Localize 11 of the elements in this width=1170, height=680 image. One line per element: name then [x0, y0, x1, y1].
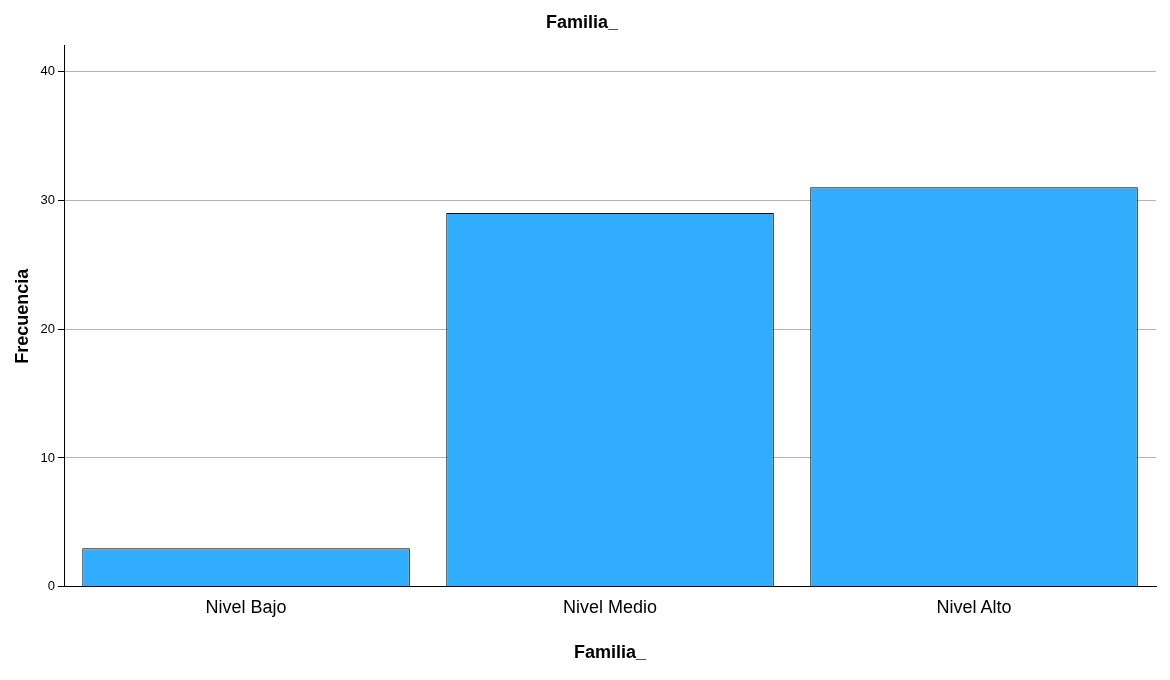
x-axis-title: Familia_ [574, 642, 648, 663]
y-tick-label: 40 [40, 62, 56, 78]
y-tick-label: 10 [40, 449, 56, 465]
y-axis-title: Frecuencia [11, 267, 32, 364]
x-tick-label: Nivel Medio [563, 596, 658, 617]
y-tick-label: 20 [40, 320, 56, 336]
x-tick-label: Nivel Bajo [205, 596, 287, 617]
y-tick-label: 30 [40, 191, 56, 207]
y-tick-label: 0 [47, 578, 56, 594]
x-tick-label: Nivel Alto [936, 596, 1012, 617]
chart-title: Familia_ [545, 11, 619, 32]
